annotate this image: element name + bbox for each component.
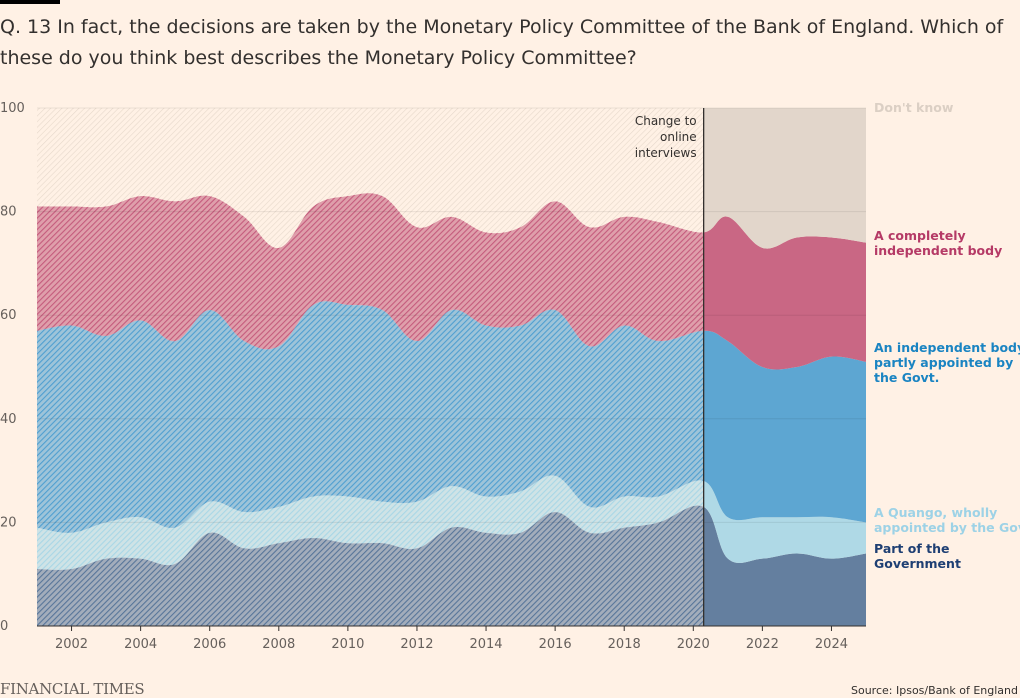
area-part-of-the-government-pre: [37, 505, 704, 626]
y-tick-60: 60: [0, 308, 17, 323]
area-don-t-know-post: [703, 108, 866, 249]
x-tick-2008: 2008: [262, 637, 295, 652]
series-label-line: appointed by the Govt.: [874, 520, 1020, 535]
series-label-line: An independent body,: [874, 340, 1020, 355]
x-tick-2006: 2006: [193, 637, 226, 652]
y-tick-100: 100: [0, 101, 25, 116]
series-label-line: partly appointed by: [874, 355, 1013, 370]
area-a-completely-independent-body-post: [703, 216, 866, 370]
grid-layer: [37, 107, 866, 627]
area-an-independent-body-partly-appointed-by-the-govt-post: [703, 330, 866, 523]
x-tick-2022: 2022: [746, 637, 779, 652]
ft-logo: FINANCIAL TIMES: [0, 680, 145, 698]
series-label-an-independent-body-partly-appointed-by-the-govt: An independent body,partly appointed byt…: [874, 340, 1020, 385]
area-a-quango-wholly-appointed-by-the-govt-pre: [37, 475, 704, 570]
series-label-line: independent body: [874, 243, 1002, 258]
brand-bar: [0, 0, 60, 4]
area-an-independent-body-partly-appointed-by-the-govt-pre: [37, 301, 704, 533]
series-label-line: Don't know: [874, 100, 954, 115]
area-a-completely-independent-body-pre: [37, 193, 704, 350]
x-tick-2016: 2016: [539, 637, 572, 652]
series-label-line: Government: [874, 556, 961, 571]
x-tick-2004: 2004: [124, 637, 157, 652]
y-tick-20: 20: [0, 515, 17, 530]
y-tick-80: 80: [0, 205, 17, 220]
area-layer: [37, 108, 866, 626]
x-tick-2018: 2018: [608, 637, 641, 652]
y-tick-40: 40: [0, 412, 17, 427]
area-part-of-the-government-post: [703, 506, 866, 626]
x-tick-2010: 2010: [331, 637, 364, 652]
series-label-line: A Quango, wholly: [874, 505, 997, 520]
x-tick-2002: 2002: [55, 637, 88, 652]
chart-title: Q. 13 In fact, the decisions are taken b…: [0, 16, 1004, 69]
series-label-line: the Govt.: [874, 370, 939, 385]
axis-layer: 0 20 40 60 80 100 2002 2004 2006 2008 2010 2012 2014…: [0, 101, 848, 652]
source-note: Source: Ipsos/Bank of England: [851, 684, 1018, 697]
y-tick-0: 0: [0, 619, 8, 634]
series-label-line: A completely: [874, 228, 966, 243]
annotation-layer: Change to online interviews: [635, 108, 705, 626]
annotation-text-line: online: [660, 130, 697, 144]
x-tick-2012: 2012: [400, 637, 433, 652]
x-tick-2024: 2024: [815, 637, 848, 652]
annotation-text-line: interviews: [635, 146, 697, 160]
area-don-t-know-pre: [37, 108, 704, 248]
x-tick-2020: 2020: [677, 637, 710, 652]
series-label-don-t-know: Don't know: [874, 100, 954, 115]
x-tick-2014: 2014: [469, 637, 502, 652]
area-a-quango-wholly-appointed-by-the-govt-post: [703, 480, 866, 564]
annotation-text-line: Change to: [635, 114, 697, 128]
series-label-line: Part of the: [874, 541, 949, 556]
